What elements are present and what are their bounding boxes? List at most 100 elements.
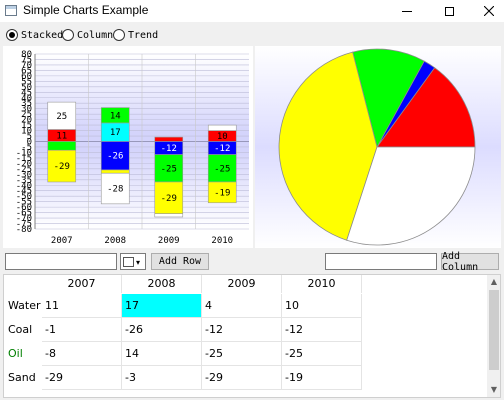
row-header[interactable]: Oil [8, 347, 23, 360]
y-tick-label: -60 [16, 203, 32, 213]
column-header[interactable]: 2007 [42, 275, 122, 293]
y-tick-label: 30 [21, 105, 32, 115]
add-column-button[interactable]: Add Column [441, 251, 499, 273]
radio-stacked[interactable]: Stacked [6, 28, 63, 42]
y-tick-label: -70 [16, 214, 32, 224]
table-cell[interactable]: -12 [282, 318, 362, 342]
segment-label: -12 [161, 144, 177, 154]
bar-segment [47, 149, 77, 183]
bar-chart-svg: 80757065605550454035302520151050-5-10-15… [16, 50, 249, 246]
y-tick-label: 55 [21, 77, 32, 87]
dropdown-arrow-icon: ▾ [136, 258, 141, 267]
scroll-thumb[interactable] [489, 290, 499, 370]
radio-column[interactable]: Column [62, 28, 113, 42]
scroll-down-icon[interactable]: ▼ [490, 385, 498, 394]
pie-chart [255, 46, 501, 248]
y-tick-label: -45 [16, 187, 32, 197]
bar-segment [154, 136, 184, 142]
radio-circle [113, 29, 125, 41]
title-bar: Simple Charts Example [0, 0, 504, 22]
minimize-button[interactable] [392, 0, 422, 22]
radio-label: Stacked [21, 29, 64, 41]
table-cell[interactable]: -25 [282, 342, 362, 366]
scroll-up-icon[interactable]: ▲ [490, 277, 498, 286]
radio-circle [6, 29, 18, 41]
color-swatch [123, 257, 134, 267]
y-tick-label: 25 [21, 110, 32, 120]
radio-label: Trend [128, 29, 159, 41]
segment-label: 10 [217, 132, 228, 142]
app-window-icon [5, 5, 17, 16]
table-cell[interactable]: -3 [122, 366, 202, 390]
column-name-input[interactable] [325, 253, 437, 270]
column-header[interactable]: 2010 [282, 275, 362, 293]
table-cell[interactable]: -26 [122, 318, 202, 342]
segment-label: 25 [56, 112, 67, 122]
table-cell[interactable]: -29 [202, 366, 282, 390]
segment-label: -25 [161, 164, 177, 174]
pie-slice [346, 146, 476, 246]
data-table[interactable]: 2007 2008 2009 2010 Water 11 17 4 10 Coa… [3, 274, 501, 398]
add-row-button[interactable]: Add Row [151, 253, 209, 270]
close-icon [484, 6, 494, 16]
table-cell[interactable]: 10 [282, 294, 362, 318]
y-tick-label: -15 [16, 154, 32, 164]
row-header[interactable]: Water [8, 299, 41, 312]
bar-segment [207, 154, 237, 183]
table-cell[interactable]: -25 [202, 342, 282, 366]
bar-segment [100, 172, 130, 205]
y-tick-label: -55 [16, 198, 32, 208]
row-color-picker[interactable]: ▾ [120, 253, 146, 270]
bar-segment [154, 213, 184, 218]
y-tick-label: 40 [21, 94, 32, 104]
table-cell[interactable]: -29 [42, 366, 122, 390]
y-tick-label: 20 [21, 116, 32, 126]
y-tick-label: -75 [16, 220, 32, 230]
table-cell[interactable]: 14 [122, 342, 202, 366]
bar-segment [207, 181, 237, 204]
segment-label: -29 [161, 194, 177, 204]
y-tick-label: 0 [27, 138, 32, 148]
row-header[interactable]: Coal [8, 323, 33, 336]
bar-segment [207, 124, 237, 131]
close-button[interactable] [474, 0, 504, 22]
row-header[interactable]: Sand [8, 371, 36, 384]
y-tick-label: -30 [16, 170, 32, 180]
segment-label: -28 [107, 185, 123, 195]
bar-segment [100, 141, 130, 171]
table-cell[interactable]: -8 [42, 342, 122, 366]
x-tick-label: 2010 [211, 236, 233, 246]
segment-label: -26 [107, 152, 123, 162]
column-header[interactable]: 2008 [122, 275, 202, 293]
maximize-button[interactable] [434, 0, 464, 22]
table-cell[interactable]: -12 [202, 318, 282, 342]
table-cell[interactable]: -1 [42, 318, 122, 342]
y-tick-label: 70 [21, 61, 32, 71]
segment-label: -25 [214, 164, 230, 174]
table-cell[interactable]: 11 [42, 294, 122, 318]
y-tick-label: 65 [21, 66, 32, 76]
minimize-icon [402, 10, 412, 12]
table-cell[interactable]: 4 [202, 294, 282, 318]
radio-trend[interactable]: Trend [113, 28, 158, 42]
y-tick-label: 50 [21, 83, 32, 93]
segment-label: 17 [110, 128, 121, 138]
bar-segment [154, 181, 184, 214]
row-name-input[interactable] [5, 253, 117, 270]
vertical-scrollbar[interactable]: ▲ ▼ [487, 275, 500, 397]
y-tick-label: -5 [21, 143, 32, 153]
bar-segment [47, 101, 77, 130]
table-cell[interactable]: -19 [282, 366, 362, 390]
table-cell-selected[interactable]: 17 [122, 294, 202, 318]
column-header[interactable]: 2009 [202, 275, 282, 293]
y-tick-label: -50 [16, 192, 32, 202]
y-tick-label: -20 [16, 159, 32, 169]
maximize-icon [444, 6, 454, 16]
y-tick-label: -65 [16, 209, 32, 219]
segment-label: -19 [214, 188, 230, 198]
y-tick-label: -35 [16, 176, 32, 186]
y-tick-label: 10 [21, 127, 32, 137]
radio-circle [62, 29, 74, 41]
x-tick-label: 2009 [158, 236, 180, 246]
